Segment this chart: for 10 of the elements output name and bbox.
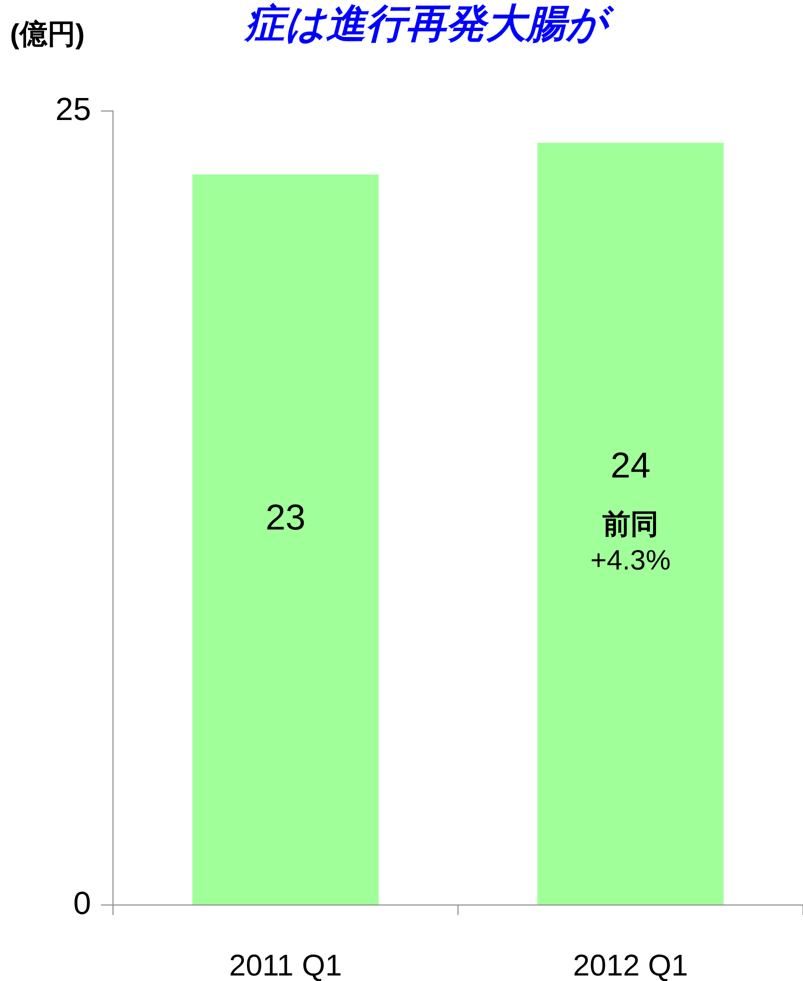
x-tick-label: 2011 Q1 bbox=[229, 949, 342, 981]
data-label: 23 bbox=[265, 496, 306, 538]
chart-title: 症は進行再発大腸が bbox=[243, 2, 615, 46]
annotation: 前同 bbox=[602, 508, 658, 540]
y-tick-label: 25 bbox=[55, 90, 91, 127]
y-axis-title: (億円) bbox=[10, 18, 85, 50]
data-label: 24 bbox=[610, 444, 651, 486]
y-tick-label: 0 bbox=[73, 884, 91, 921]
x-tick-label: 2012 Q1 bbox=[572, 949, 688, 981]
annotation: +4.3% bbox=[590, 544, 671, 576]
